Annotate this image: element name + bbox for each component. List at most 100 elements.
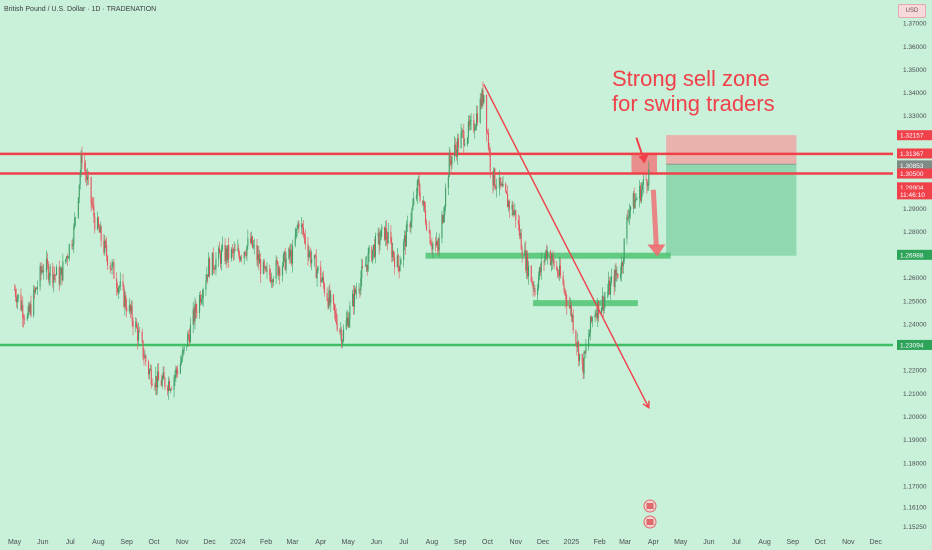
x-tick-label: Oct — [482, 539, 493, 546]
candle-body — [346, 317, 348, 321]
candle-body — [53, 274, 55, 284]
candle-body — [61, 267, 63, 281]
candle-body — [163, 372, 165, 379]
candle-body — [238, 248, 240, 255]
candle-body — [400, 259, 402, 265]
x-tick-label: Oct — [815, 539, 826, 546]
candle-body — [448, 152, 450, 177]
candle-body — [571, 315, 573, 318]
candle-body — [160, 380, 162, 386]
candle-body — [507, 201, 510, 208]
candle-body — [74, 218, 76, 227]
candle-body — [617, 273, 619, 278]
candle-body — [234, 249, 236, 251]
candle-body — [23, 317, 25, 319]
candle-body — [378, 233, 380, 246]
candle-body — [182, 350, 184, 353]
candle-body — [219, 253, 222, 264]
candle-body — [615, 269, 617, 276]
y-tick-label: 1.28000 — [903, 229, 927, 236]
candle-body — [317, 266, 319, 271]
candle-body — [429, 230, 431, 244]
candle-body — [641, 185, 643, 190]
candle-body — [628, 216, 630, 218]
candle-body — [309, 251, 311, 254]
candle-body — [77, 197, 79, 218]
candle-body — [239, 254, 241, 261]
candle-body — [40, 266, 42, 273]
candle-body — [602, 296, 604, 311]
candle-body — [417, 179, 419, 181]
candle-body — [174, 374, 176, 378]
candle-body — [202, 289, 204, 299]
candle-body — [144, 355, 146, 359]
candle-body — [24, 318, 26, 320]
candle-body — [456, 138, 458, 157]
candle-body — [619, 274, 622, 278]
candle-body — [349, 305, 351, 319]
candle-body — [500, 183, 502, 185]
candle-body — [65, 256, 68, 260]
take-profit-zone — [666, 164, 797, 256]
candle-body — [373, 244, 376, 257]
candle-body — [647, 185, 649, 186]
candle-body — [396, 255, 398, 268]
currency-button[interactable]: USD — [898, 4, 926, 18]
candle-body — [21, 305, 23, 310]
event-flag-stripe — [646, 503, 654, 509]
candle-body — [476, 113, 479, 123]
candle-body — [288, 248, 290, 259]
candle-body — [194, 303, 196, 322]
candle-body — [424, 201, 426, 211]
candle-body — [488, 148, 490, 151]
candle-body — [123, 286, 125, 307]
candle-body — [179, 363, 181, 374]
candle-body — [583, 351, 585, 374]
candle-body — [90, 177, 92, 203]
candle-body — [533, 288, 535, 289]
candle-body — [17, 294, 19, 298]
candle-body — [143, 357, 145, 359]
candle-body — [54, 274, 56, 276]
candle-body — [55, 274, 57, 276]
candle-body — [368, 247, 370, 254]
candle-body — [42, 270, 44, 272]
candle-body — [211, 252, 213, 276]
candle-body — [361, 266, 363, 279]
candle-body — [352, 293, 354, 306]
candle-body — [562, 275, 564, 285]
candle-body — [218, 248, 220, 259]
x-tick-label: 2024 — [230, 539, 246, 546]
candle-body — [270, 280, 273, 282]
x-tick-label: May — [8, 539, 22, 546]
candle-body — [642, 179, 644, 186]
candle-body — [564, 290, 566, 292]
candle-body — [390, 231, 392, 243]
candle-body — [481, 89, 483, 107]
candle-body — [412, 204, 414, 210]
candle-body — [550, 260, 552, 265]
x-tick-label: Apr — [315, 539, 327, 546]
candle-body — [97, 217, 99, 227]
price-label-text: 1.23094 — [900, 342, 924, 349]
candle-body — [501, 183, 503, 187]
candle-body — [470, 119, 472, 121]
candle-body — [33, 289, 35, 316]
candle-body — [284, 251, 286, 270]
candle-body — [230, 249, 233, 259]
y-tick-label: 1.33000 — [903, 113, 927, 120]
price-label-badge — [897, 339, 932, 350]
candle-body — [311, 259, 313, 264]
candle-body — [126, 306, 128, 312]
candle-body — [563, 284, 565, 291]
candle-body — [336, 322, 338, 330]
candle-body — [632, 193, 634, 207]
candle-body — [546, 250, 548, 258]
candle-body — [298, 223, 300, 228]
candle-body — [466, 138, 469, 145]
y-tick-label: 1.25000 — [903, 298, 927, 305]
candle-body — [244, 252, 246, 255]
candle-body — [381, 226, 383, 230]
